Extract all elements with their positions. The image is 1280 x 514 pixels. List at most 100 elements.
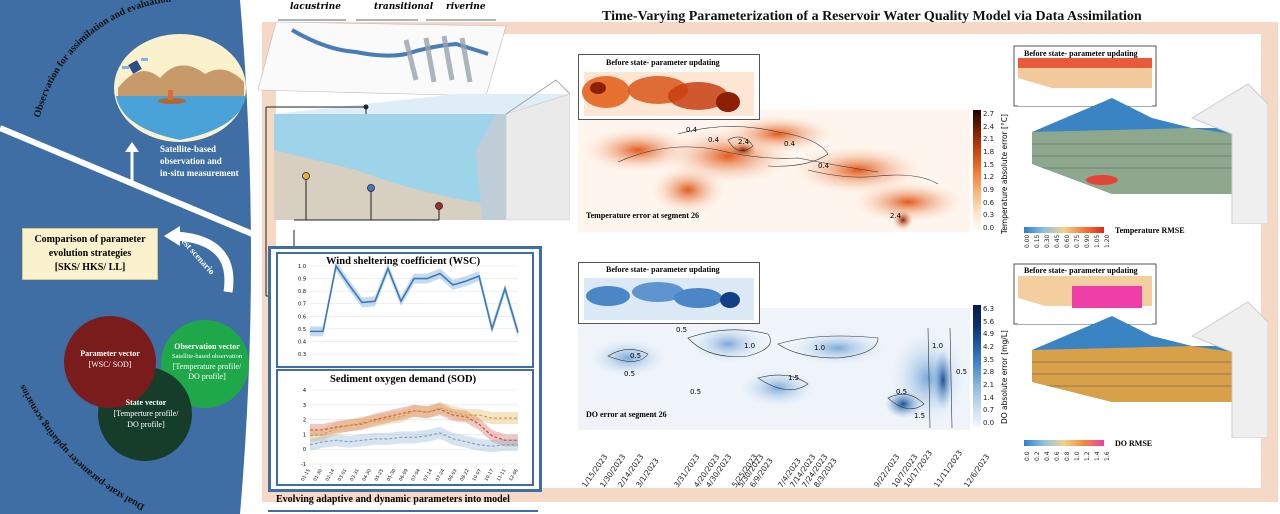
rmse-tick: 0.00 bbox=[1024, 234, 1031, 248]
wsc-ytick: 0.4 bbox=[298, 339, 306, 345]
colorbar-tick: 2.4 bbox=[983, 122, 995, 131]
wsc-ytick: 0.8 bbox=[298, 289, 306, 295]
colorbar-tick: 0.0 bbox=[983, 419, 995, 427]
sod-xtick: 05-30 bbox=[386, 468, 398, 482]
sod-xtick: 11-11 bbox=[496, 468, 508, 482]
rmse-tick: 1.6 bbox=[1104, 451, 1111, 461]
observation-vector-circle bbox=[161, 320, 249, 408]
do-colorbar-label: DO absolute error [mg/L] bbox=[1000, 330, 1009, 424]
rmse-do-inset-title: Before state- parameter updating bbox=[1024, 266, 1138, 275]
wsc-ytick: 0.7 bbox=[298, 302, 306, 308]
rmse-tick: 0.45 bbox=[1054, 234, 1061, 248]
wsc-line bbox=[310, 263, 519, 333]
do-inset bbox=[578, 262, 760, 324]
rmse-tick: 0.4 bbox=[1044, 451, 1051, 461]
wsc-chart: 1.0 0.9 0.8 0.7 0.6 0.5 0.4 0.3 bbox=[298, 261, 519, 358]
colorbar-tick: 0.3 bbox=[983, 211, 995, 220]
rmse-do-ticks: 0.0 0.2 0.4 0.6 0.8 1.0 1.2 1.4 1.6 bbox=[1024, 447, 1111, 461]
wsc-ytick: 0.3 bbox=[298, 352, 306, 358]
rmse-tick: 1.20 bbox=[1104, 234, 1111, 248]
rmse-do-colorbar bbox=[1024, 440, 1104, 446]
reservoir-schematic bbox=[257, 19, 570, 242]
sod-band bbox=[310, 403, 518, 447]
wsc-ytick: 1.0 bbox=[298, 264, 306, 270]
zone-lacustrine: lacustrine bbox=[290, 2, 341, 12]
colorbar-tick: 3.5 bbox=[983, 355, 995, 364]
sod-xtick: 03-31 bbox=[349, 468, 361, 482]
do-colorbar bbox=[973, 305, 981, 427]
sod-xtick: 09-22 bbox=[459, 468, 471, 482]
sod-xtick: 01-30 bbox=[312, 468, 324, 482]
param-footer-underline bbox=[268, 510, 538, 512]
comparison-line3: [SKS/ HKS/ LL] bbox=[54, 262, 126, 273]
zone-riverine: riverine bbox=[446, 2, 486, 12]
lake-illustration bbox=[114, 34, 246, 142]
zone-transitional: transitional bbox=[374, 2, 434, 12]
colorbar-tick: 1.4 bbox=[983, 393, 995, 402]
state-vector-text: State vector [Temperture profile/ DO pro… bbox=[113, 398, 179, 429]
comparison-line1: Comparison of parameter bbox=[34, 234, 146, 245]
temp-colorbar-ticks: 2.7 2.4 2.1 1.8 1.5 1.2 0.9 0.6 0.3 0.0 bbox=[983, 110, 1003, 232]
colorbar-tick: 4.2 bbox=[983, 343, 995, 351]
sod-ytick: -1 bbox=[301, 462, 306, 468]
rmse-tick: 0.30 bbox=[1044, 234, 1051, 248]
rmse-do-panel bbox=[1013, 263, 1268, 438]
sod-xtick: 07-24 bbox=[435, 468, 447, 482]
rmse-tick: 1.2 bbox=[1084, 451, 1091, 461]
temp-colorbar bbox=[973, 110, 981, 232]
sod-xtick: 01-15 bbox=[300, 468, 312, 482]
rmse-temp-label: Temperature RMSE bbox=[1115, 226, 1185, 235]
do-colorbar-ticks: 6.3 5.6 4.9 4.2 3.5 2.8 2.1 1.4 0.7 0.0 bbox=[983, 305, 1003, 427]
colorbar-tick: 0.9 bbox=[983, 186, 995, 194]
temp-inset-title: Before state- parameter updating bbox=[606, 58, 720, 67]
colorbar-tick: 1.2 bbox=[983, 173, 995, 182]
temp-colorbar-label: Temperature absolute error [°C] bbox=[1000, 114, 1009, 234]
colorbar-tick: 0.0 bbox=[983, 224, 995, 232]
sod-xtick: 12-06 bbox=[508, 468, 520, 482]
sod-xtick: 04-30 bbox=[361, 468, 373, 482]
comparison-box: Comparison of parameter evolution strate… bbox=[22, 228, 158, 280]
do-heatmap bbox=[578, 308, 970, 430]
temp-contour-labels: 0.4 0.4 2.4 0.4 2.4 0.4 bbox=[686, 126, 902, 220]
date-tick: 11/11/2023 bbox=[932, 448, 965, 490]
rmse-tick: 1.05 bbox=[1094, 234, 1101, 248]
sod-xtick: 10-17 bbox=[484, 468, 496, 482]
wsc-chart-frame bbox=[276, 252, 534, 368]
rmse-temp-ticks: 0.00 0.15 0.30 0.45 0.60 0.75 0.90 1.05 1.20 bbox=[1024, 234, 1111, 250]
sod-chart-frame bbox=[276, 369, 534, 486]
sod-xtick: 10-07 bbox=[471, 468, 483, 482]
rmse-tick: 0.60 bbox=[1064, 234, 1071, 248]
do-main-label: DO error at segment 26 bbox=[586, 410, 667, 419]
rmse-tick: 0.2 bbox=[1034, 451, 1041, 461]
rmse-tick: 0.75 bbox=[1074, 234, 1081, 248]
rmse-tick: 1.0 bbox=[1074, 451, 1081, 461]
colorbar-tick: 2.8 bbox=[983, 368, 995, 377]
rmse-tick: 0.90 bbox=[1084, 234, 1091, 248]
zones-header: lacustrine transitional riverine bbox=[278, 2, 510, 22]
page-title: Time-Varying Parameterization of a Reser… bbox=[602, 9, 1142, 24]
sod-ytick: 2 bbox=[303, 418, 306, 424]
parameter-vector-text: Parameter vector [WSC/ SOD] bbox=[80, 349, 140, 369]
sod-xtick: 08-03 bbox=[447, 468, 459, 482]
rmse-do-label: DO RMSE bbox=[1115, 439, 1153, 448]
sod-ytick: 3 bbox=[303, 403, 306, 409]
sod-ytick: 0 bbox=[303, 447, 306, 453]
sod-xtick: 07-04 bbox=[410, 468, 422, 482]
sod-band bbox=[310, 401, 518, 442]
sod-line bbox=[309, 432, 518, 447]
wsc-title: Wind sheltering coefficient (WSC) bbox=[326, 256, 481, 267]
wsc-band bbox=[310, 261, 518, 338]
sod-xtick: 05-25 bbox=[373, 468, 385, 482]
sod-line bbox=[309, 407, 518, 437]
sod-title: Sediment oxygen demand (SOD) bbox=[330, 374, 477, 385]
wsc-ytick: 0.9 bbox=[298, 277, 306, 283]
sod-ytick: 1 bbox=[303, 432, 306, 438]
colorbar-tick: 2.1 bbox=[983, 135, 995, 144]
date-axis: 1/15/2023 1/30/2023 2/14/2023 3/1/2023 3/31/… bbox=[578, 430, 991, 490]
sod-xtick: 02-14 bbox=[324, 468, 336, 482]
colorbar-tick: 6.3 bbox=[983, 305, 995, 313]
rmse-temp-colorbar bbox=[1024, 227, 1104, 233]
sod-xtick: 06-09 bbox=[398, 468, 410, 482]
do-contour-labels: 0.5 0.5 0.5 1.0 1.0 0.5 1.5 0.5 1.0 0.5 … bbox=[624, 318, 968, 420]
